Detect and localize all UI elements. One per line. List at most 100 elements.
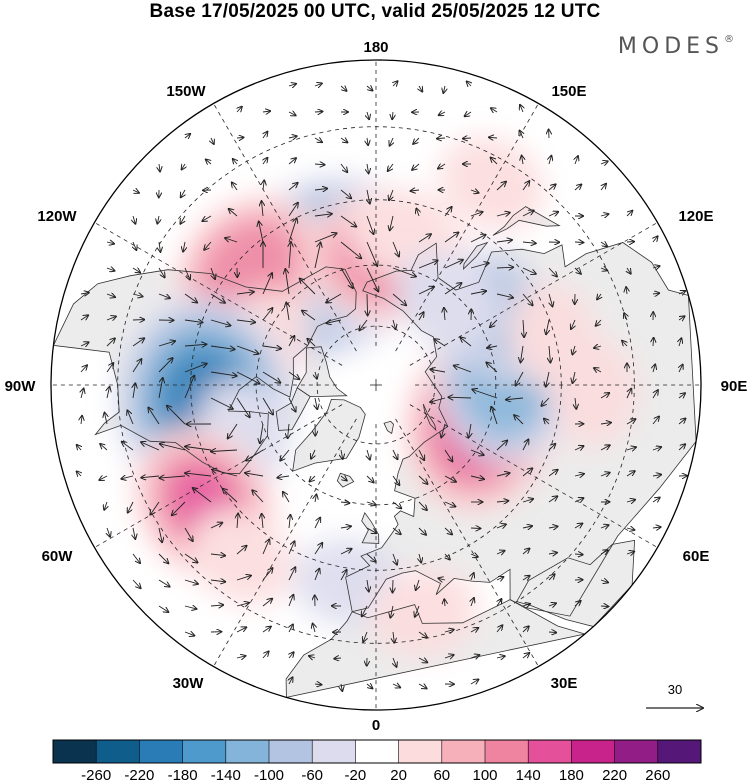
wind-vector-309 [626,471,635,477]
wind-vector-46 [438,164,446,169]
wind-vector-124 [366,267,378,291]
wind-vector-304 [496,473,510,476]
vector-reference: 30 [646,682,703,708]
colorbar-tick-label-10: 140 [516,767,541,783]
meridian-240 [83,216,343,366]
wind-vector-14 [392,111,393,119]
anomaly-blob-15-level-1 [409,262,486,337]
wind-vector-32 [489,137,498,138]
wind-vector-216 [486,363,498,373]
wind-vector-81 [366,215,374,234]
wind-vector-97 [225,238,238,242]
wind-vector-385 [367,579,369,592]
wind-vector-439 [522,653,529,658]
colorbar-segment-2 [139,740,183,763]
wind-vector-317 [223,489,238,503]
wind-vector-398 [236,603,249,606]
wind-vector-191 [262,346,281,349]
wind-vector-320 [315,495,316,503]
anomaly-blob-9-level-1 [203,520,281,594]
colorbar-segment-7 [355,740,399,763]
wind-vector-435 [418,658,427,662]
wind-vector-176 [490,319,498,327]
wind-vector-324 [418,501,427,510]
wind-vector-319 [283,492,290,503]
wind-vector-250 [228,423,238,438]
wind-vector-37 [206,160,211,165]
wind-vector-240 [600,393,609,399]
wind-vector-95 [183,241,185,252]
wind-vector-188 [184,344,206,346]
wind-vector-441 [314,684,321,685]
wind-vector-418 [313,624,315,633]
wind-vector-100 [314,233,337,243]
wind-vector-356 [132,553,140,563]
wind-vector-333 [652,498,660,503]
wind-vector-303 [470,476,484,479]
wind-vector-272 [280,449,290,461]
wind-vector-91 [627,211,632,216]
wind-vector-169 [302,311,316,321]
wind-vector-44 [388,163,394,171]
wind-vector-251 [260,423,263,443]
vector-reference-label: 30 [668,682,682,697]
wind-vector-232 [288,397,296,412]
wind-vector-247 [148,408,160,425]
colorbar-tick-label-9: 100 [472,767,497,783]
wind-vector-150 [444,283,462,295]
wind-vector-179 [571,319,575,329]
wind-vector-27 [367,137,368,145]
wind-vector-350 [522,526,532,528]
wind-vector-3 [366,86,373,91]
wind-vector-314 [150,501,160,515]
wind-vector-299 [366,475,374,482]
wind-vector-445 [418,684,427,688]
wind-vector-122 [314,243,321,269]
wind-vector-444 [392,684,400,687]
wind-vector-157 [626,287,627,295]
wind-vector-129 [496,267,513,268]
wind-vector-268 [160,444,186,451]
wind-vector-405 [415,605,419,617]
wind-vector-416 [262,627,271,633]
wind-vector-238 [541,397,550,406]
wind-vector-36 [182,164,185,169]
wind-vector-75 [202,215,212,221]
wind-vector-364 [340,549,352,555]
wind-vector-215 [454,366,472,373]
wind-vector-292 [160,476,186,478]
wind-vector-408 [497,599,502,607]
colorbar-segment-9 [441,740,486,763]
wind-vector-52 [600,161,608,164]
wind-vector-18 [491,108,498,112]
wind-vector-151 [470,291,486,294]
wind-vector-395 [158,605,168,612]
wind-vector-134 [627,267,631,274]
wind-vector-13 [367,111,369,119]
wind-vector-168 [286,303,289,321]
colorbar-segment-8 [398,740,443,763]
wind-vector-72 [133,215,135,224]
coastline-novaya-zemlya [422,403,437,432]
wind-vector-289 [99,476,108,480]
lon-label-150e: 150E [551,83,586,100]
wind-vector-66 [470,190,479,193]
meridian-60 [409,404,669,554]
wind-vector-93 [133,241,136,250]
wind-vector-203 [679,338,681,347]
wind-vector-206 [132,359,141,373]
wind-vector-30 [437,138,446,139]
wind-vector-194 [435,339,446,347]
wind-vector-115 [132,268,140,273]
wind-vector-391 [522,576,530,580]
wind-vector-159 [678,291,685,294]
wind-vector-360 [236,546,247,555]
wind-vector-341 [289,515,290,529]
meridian-120 [409,216,669,366]
coastline-canadian-arctic [296,346,348,398]
wind-vector-10 [288,112,296,115]
wind-vector-369 [470,554,478,557]
wind-vector-166 [236,320,255,322]
wind-vector-198 [549,345,550,363]
wind-vector-244 [81,416,82,425]
